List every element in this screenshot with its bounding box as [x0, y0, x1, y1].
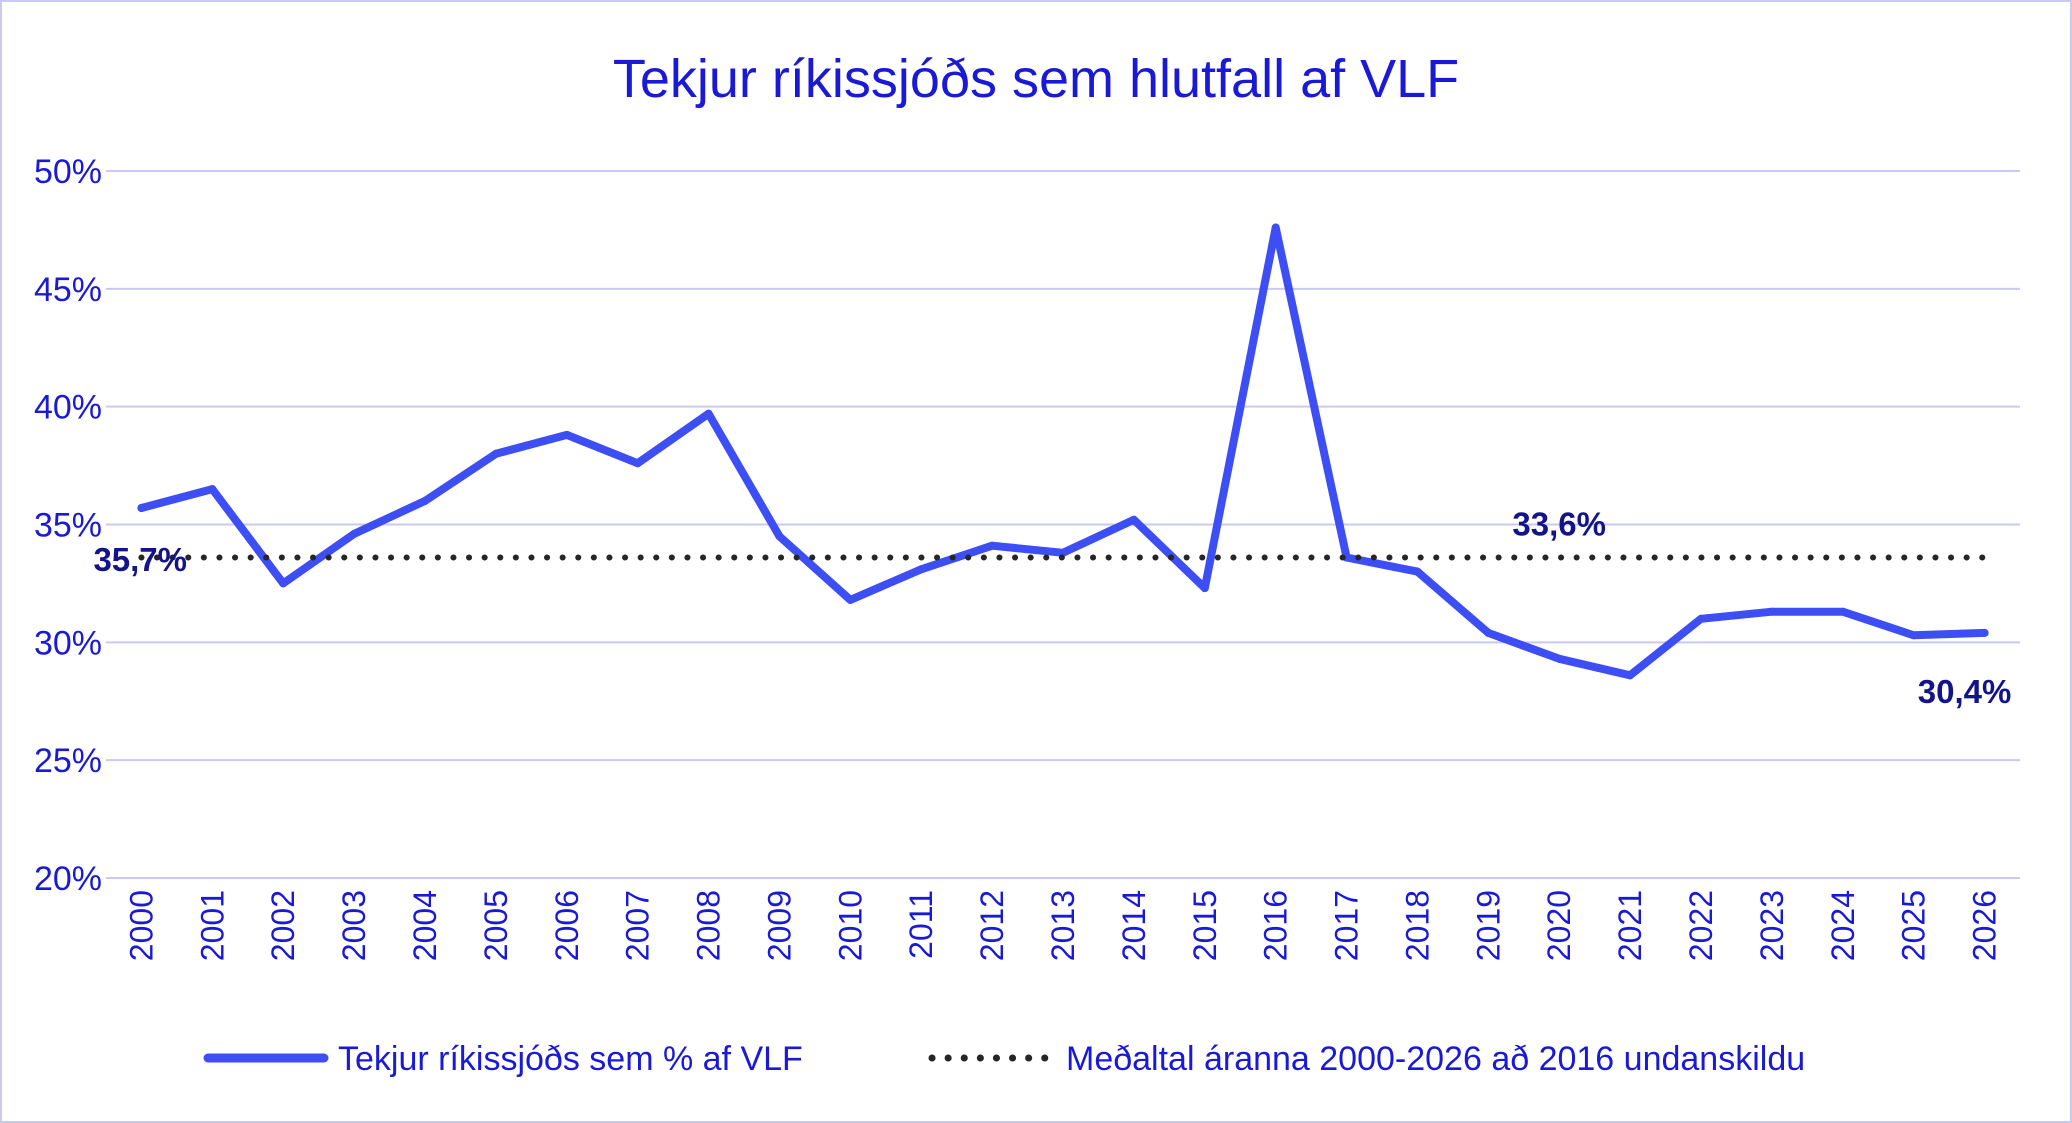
data-labels: 35,7% 33,6% 30,4%: [93, 505, 2011, 709]
x-tick-label: 2026: [1967, 890, 2003, 961]
y-tick-label: 30%: [34, 624, 102, 662]
data-point: 2026: 30.4: [1980, 628, 1989, 637]
series: 2000: 35.7 2001: 36.5 2002: 32.5 2003: 34.6…: [137, 223, 1989, 680]
y-tick-label: 45%: [34, 271, 102, 309]
x-tick-label: 2014: [1116, 890, 1152, 961]
data-point: 2019: 30.4: [1484, 628, 1493, 637]
x-tick-label: 2023: [1754, 890, 1790, 961]
data-point: 2009: 34.5: [775, 532, 784, 541]
x-tick-label: 2020: [1541, 890, 1577, 961]
revenue-line: [137, 223, 1989, 680]
y-tick-label: 35%: [34, 507, 102, 545]
data-point: 2006: 38.8: [562, 430, 571, 439]
x-tick-label: 2018: [1399, 890, 1435, 961]
x-tick-label: 2022: [1683, 890, 1719, 961]
data-point: 2022: 31: [1697, 614, 1705, 623]
data-point: 2007: 37.6: [633, 459, 642, 468]
y-tick-label: 25%: [34, 742, 102, 780]
x-tick-label: 2003: [336, 890, 372, 961]
data-point: 2012: 34.1: [988, 541, 997, 550]
x-tick-label: 2025: [1896, 890, 1932, 961]
data-point: 2014: 35.2: [1129, 515, 1138, 524]
x-tick-label: 2009: [761, 890, 797, 961]
y-tick-label: 50%: [34, 153, 102, 191]
y-tick-label: 20%: [34, 860, 102, 898]
x-tick-label: 2024: [1825, 890, 1861, 961]
x-tick-label: 2019: [1470, 890, 1506, 961]
data-point: 2018: 33: [1413, 567, 1422, 576]
x-tick-label: 2011: [903, 890, 939, 959]
x-tick-label: 2016: [1258, 890, 1294, 961]
y-tick-label: 40%: [34, 389, 102, 427]
x-tick-label: 2010: [832, 890, 868, 961]
data-point: 2015: 32.3: [1200, 584, 1209, 593]
gridlines: [106, 170, 2020, 879]
data-label: 35,7%: [93, 541, 187, 578]
x-tick-label: 2013: [1045, 890, 1081, 961]
data-point: 2023: 31.3: [1767, 607, 1776, 616]
chart-title: Tekjur ríkissjóðs sem hlutfall af VLF: [613, 49, 1459, 109]
x-tick-label: 2008: [691, 890, 727, 961]
data-point: 2016: 47.6: [1271, 223, 1280, 232]
x-tick-label: 2005: [478, 890, 514, 961]
data-label: 30,4%: [1918, 673, 2012, 710]
data-point: 2010: 31.8: [846, 595, 855, 604]
x-tick-label: 2001: [194, 890, 230, 961]
data-point: 2001: 36.5: [208, 485, 217, 494]
x-tick-label: 2004: [407, 890, 443, 961]
x-tick-label: 2000: [123, 890, 159, 961]
data-point: 2008: 39.7: [704, 409, 713, 418]
legend-label-revenue: Tekjur ríkissjóðs sem % af VLF: [338, 1040, 803, 1078]
data-point: 2000: 35.7: [137, 504, 146, 513]
y-axis-ticks: 20% 25% 30% 35% 40% 45% 50%: [34, 153, 102, 898]
data-point: 2003: 34.6: [350, 529, 359, 538]
data-point: 2004: 36: [421, 496, 429, 505]
data-label: 33,6%: [1512, 505, 1606, 542]
legend-label-average: Meðaltal áranna 2000-2026 að 2016 undans…: [1066, 1040, 1805, 1078]
data-point: 2002: 32.5: [279, 579, 288, 588]
legend: Tekjur ríkissjóðs sem % af VLF Meðaltal á…: [203, 1040, 1805, 1078]
x-tick-label: 2007: [620, 890, 656, 961]
data-point: 2005: 38: [491, 449, 500, 458]
x-tick-label: 2012: [974, 890, 1010, 961]
data-point: 2021: 28.6: [1626, 671, 1635, 680]
x-tick-label: 2015: [1187, 890, 1223, 961]
x-tick-label: 2006: [549, 890, 585, 961]
data-point: 2024: 31.3: [1838, 607, 1847, 616]
data-point: 2020: 29.3: [1555, 654, 1564, 663]
x-tick-label: 2021: [1612, 890, 1648, 961]
x-tick-label: 2017: [1329, 890, 1365, 961]
data-point: 2025: 30.3: [1909, 631, 1918, 640]
x-axis-ticks: 2000 2001 2002 2003 2004 2005 2006 2007 2008 2009…: [123, 890, 2002, 961]
x-tick-label: 2002: [265, 890, 301, 961]
data-point: 2011: 33.1: [917, 565, 926, 574]
